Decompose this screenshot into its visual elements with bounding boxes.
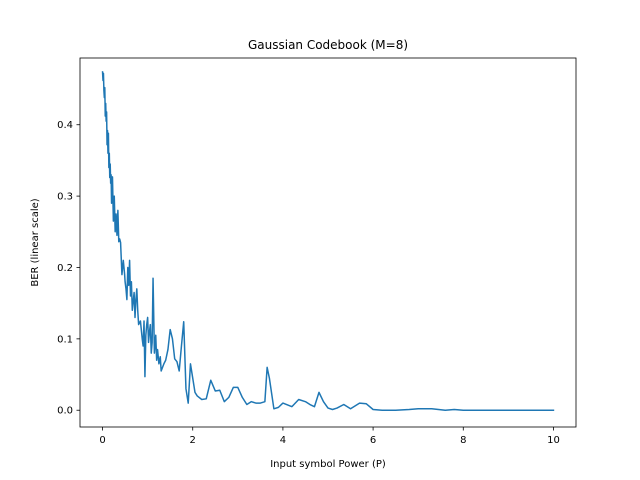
plot-area [80,58,576,427]
y-tick-label: 0.1 [57,334,73,345]
x-axis-label: Input symbol Power (P) [270,459,386,470]
y-axis-label: BER (linear scale) [30,198,41,286]
x-tick-label: 8 [460,435,466,446]
series-line [101,71,555,411]
y-tick-label: 0.0 [57,406,73,417]
plot-layer [101,71,555,411]
y-tick-label: 0.2 [57,263,73,274]
x-axis-ticks: 0 2 4 6 8 10 [99,427,560,446]
chart-title: Gaussian Codebook (M=8) [248,38,408,52]
x-tick-label: 4 [280,435,286,446]
y-tick-label: 0.3 [57,192,73,203]
plot-frame [79,57,577,428]
y-tick-label: 0.4 [57,120,73,131]
x-tick-label: 10 [547,435,560,446]
y-axis-ticks: 0.0 0.1 0.2 0.3 0.4 [57,120,80,417]
x-tick-label: 6 [370,435,376,446]
x-tick-label: 0 [99,435,105,446]
x-tick-label: 2 [190,435,196,446]
